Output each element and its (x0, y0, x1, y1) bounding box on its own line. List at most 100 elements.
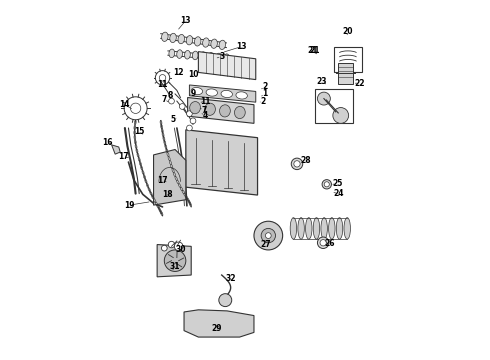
Text: 30: 30 (175, 246, 186, 255)
Text: 19: 19 (124, 201, 135, 210)
Circle shape (130, 103, 141, 113)
Text: 17: 17 (118, 152, 128, 161)
Polygon shape (157, 244, 191, 277)
Text: 24: 24 (334, 189, 344, 198)
Circle shape (294, 161, 300, 167)
Circle shape (333, 108, 349, 123)
Circle shape (318, 237, 329, 248)
Ellipse shape (193, 51, 198, 60)
Circle shape (318, 92, 330, 105)
Ellipse shape (200, 52, 206, 60)
Polygon shape (186, 130, 258, 195)
Text: 17: 17 (157, 176, 168, 185)
Ellipse shape (185, 50, 190, 59)
Ellipse shape (321, 218, 327, 239)
Text: 27: 27 (261, 240, 271, 249)
Circle shape (161, 245, 167, 251)
Text: 26: 26 (324, 239, 335, 248)
Ellipse shape (203, 38, 209, 47)
Ellipse shape (178, 35, 185, 44)
Circle shape (190, 118, 196, 124)
Circle shape (124, 97, 147, 120)
Ellipse shape (235, 107, 245, 118)
Circle shape (168, 241, 175, 248)
Text: 8: 8 (167, 91, 172, 100)
Text: 5: 5 (171, 114, 176, 123)
Text: 29: 29 (211, 324, 221, 333)
Text: 12: 12 (173, 68, 184, 77)
Circle shape (261, 228, 275, 243)
Ellipse shape (206, 89, 218, 96)
Text: 15: 15 (134, 127, 145, 136)
Ellipse shape (344, 218, 350, 239)
Text: 10: 10 (188, 70, 198, 79)
Text: 11: 11 (200, 96, 211, 105)
Text: 7: 7 (201, 105, 206, 114)
Ellipse shape (236, 92, 247, 99)
Text: 18: 18 (163, 190, 173, 199)
Ellipse shape (313, 218, 319, 239)
Circle shape (164, 250, 186, 271)
Text: 20: 20 (342, 27, 352, 36)
Text: 21: 21 (307, 46, 318, 55)
Text: 4: 4 (203, 111, 208, 120)
Circle shape (322, 180, 331, 189)
Polygon shape (184, 310, 254, 337)
Circle shape (187, 111, 192, 117)
Ellipse shape (186, 36, 193, 45)
Text: 2: 2 (260, 96, 266, 105)
Bar (315, 89, 353, 123)
Ellipse shape (329, 218, 335, 239)
Ellipse shape (191, 87, 202, 95)
Ellipse shape (220, 105, 230, 117)
Text: 16: 16 (102, 138, 112, 147)
Ellipse shape (306, 218, 312, 239)
Ellipse shape (221, 90, 232, 98)
Circle shape (174, 242, 183, 251)
Text: 31: 31 (170, 262, 180, 271)
Text: 2: 2 (262, 82, 268, 91)
Text: 13: 13 (236, 42, 246, 51)
Ellipse shape (208, 53, 214, 61)
Circle shape (324, 182, 329, 187)
Text: 7: 7 (162, 95, 167, 104)
Ellipse shape (216, 53, 221, 62)
Circle shape (266, 233, 271, 238)
Circle shape (179, 104, 185, 109)
Ellipse shape (177, 50, 182, 58)
Circle shape (254, 221, 283, 250)
Polygon shape (153, 149, 186, 205)
Ellipse shape (223, 54, 229, 63)
Polygon shape (198, 51, 256, 80)
Ellipse shape (211, 39, 218, 48)
Circle shape (219, 294, 232, 307)
Ellipse shape (298, 218, 304, 239)
Text: 32: 32 (225, 274, 236, 283)
Polygon shape (188, 98, 254, 123)
Ellipse shape (219, 40, 225, 49)
Text: 3: 3 (219, 52, 224, 61)
Ellipse shape (290, 218, 296, 239)
Text: 23: 23 (317, 77, 327, 86)
Text: 13: 13 (181, 16, 191, 25)
Text: 21: 21 (310, 46, 320, 55)
Ellipse shape (205, 103, 216, 115)
Bar (334, 47, 362, 72)
Polygon shape (190, 85, 256, 102)
Text: 25: 25 (332, 179, 343, 188)
Text: 14: 14 (120, 100, 130, 109)
Text: 22: 22 (354, 79, 365, 88)
Ellipse shape (170, 33, 176, 42)
Polygon shape (112, 145, 120, 154)
Ellipse shape (190, 102, 200, 114)
Bar (338, 63, 353, 84)
Circle shape (169, 98, 174, 104)
Ellipse shape (162, 32, 168, 41)
Text: 1: 1 (262, 89, 268, 98)
Ellipse shape (195, 37, 201, 46)
Text: 28: 28 (300, 156, 311, 165)
Ellipse shape (336, 218, 343, 239)
Circle shape (291, 158, 303, 170)
Circle shape (320, 240, 326, 246)
Circle shape (187, 125, 192, 131)
